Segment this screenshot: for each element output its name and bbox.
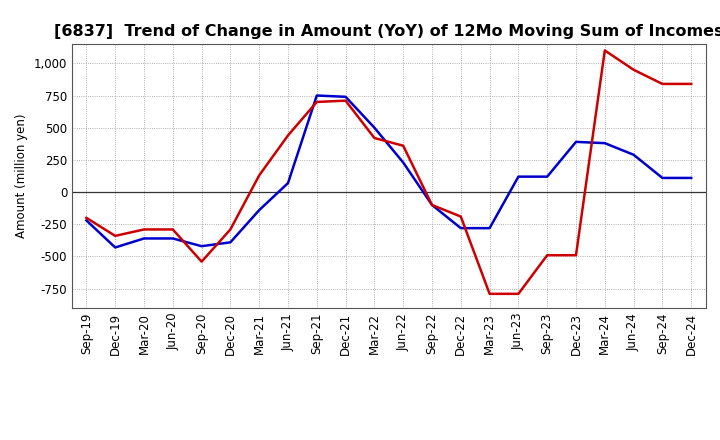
Ordinary Income [600, 140, 609, 146]
Ordinary Income [428, 202, 436, 208]
Net Income [658, 81, 667, 87]
Ordinary Income [629, 152, 638, 158]
Net Income [600, 48, 609, 53]
Y-axis label: Amount (million yen): Amount (million yen) [15, 114, 28, 238]
Ordinary Income [485, 226, 494, 231]
Ordinary Income [197, 244, 206, 249]
Net Income [514, 291, 523, 297]
Ordinary Income [312, 93, 321, 98]
Ordinary Income [226, 240, 235, 245]
Net Income [255, 173, 264, 178]
Ordinary Income [82, 218, 91, 223]
Net Income [456, 214, 465, 219]
Ordinary Income [255, 208, 264, 213]
Net Income [543, 253, 552, 258]
Net Income [312, 99, 321, 105]
Ordinary Income [399, 160, 408, 165]
Net Income [629, 67, 638, 73]
Net Income [140, 227, 148, 232]
Net Income [485, 291, 494, 297]
Net Income [168, 227, 177, 232]
Title: [6837]  Trend of Change in Amount (YoY) of 12Mo Moving Sum of Incomes: [6837] Trend of Change in Amount (YoY) o… [54, 24, 720, 39]
Line: Ordinary Income: Ordinary Income [86, 95, 691, 247]
Net Income [111, 233, 120, 238]
Ordinary Income [543, 174, 552, 179]
Net Income [370, 136, 379, 141]
Ordinary Income [514, 174, 523, 179]
Net Income [687, 81, 696, 87]
Net Income [226, 227, 235, 232]
Ordinary Income [284, 180, 292, 186]
Ordinary Income [658, 175, 667, 180]
Line: Net Income: Net Income [86, 51, 691, 294]
Ordinary Income [168, 236, 177, 241]
Ordinary Income [341, 94, 350, 99]
Net Income [399, 143, 408, 148]
Ordinary Income [140, 236, 148, 241]
Net Income [82, 215, 91, 220]
Ordinary Income [111, 245, 120, 250]
Net Income [572, 253, 580, 258]
Net Income [284, 133, 292, 138]
Ordinary Income [572, 139, 580, 144]
Ordinary Income [456, 226, 465, 231]
Ordinary Income [370, 125, 379, 130]
Net Income [341, 98, 350, 103]
Net Income [197, 259, 206, 264]
Net Income [428, 202, 436, 208]
Ordinary Income [687, 175, 696, 180]
